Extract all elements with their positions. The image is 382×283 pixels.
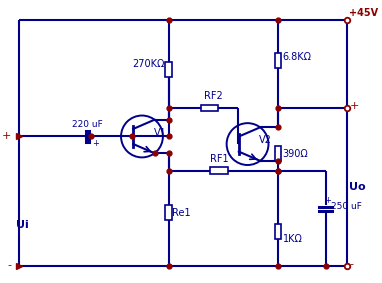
Text: 6.8KΩ: 6.8KΩ (283, 52, 312, 61)
Text: 390Ω: 390Ω (283, 149, 309, 158)
Text: 220 uF: 220 uF (72, 120, 103, 129)
Text: 1KΩ: 1KΩ (283, 234, 303, 244)
Bar (275, 146, 281, 161)
Text: Ui: Ui (16, 220, 29, 230)
Text: V1: V1 (154, 128, 166, 138)
Bar (201, 105, 218, 111)
Bar (165, 205, 172, 220)
Bar (210, 167, 228, 174)
Text: -: - (8, 260, 11, 270)
Text: +: + (92, 139, 99, 148)
Text: 270KΩ: 270KΩ (133, 59, 165, 69)
Text: 250 uF: 250 uF (331, 202, 362, 211)
Text: RF1: RF1 (210, 154, 228, 164)
Bar (275, 53, 281, 68)
Text: V2: V2 (259, 135, 272, 145)
Text: +: + (350, 101, 359, 111)
Text: -: - (350, 259, 353, 269)
Text: Re1: Re1 (172, 207, 191, 218)
Bar (165, 62, 172, 78)
Text: +: + (325, 196, 332, 205)
Text: Uo: Uo (350, 182, 366, 192)
Text: +: + (2, 130, 11, 141)
Bar (275, 224, 281, 239)
Text: RF2: RF2 (204, 91, 223, 101)
Text: +45V: +45V (350, 8, 379, 18)
